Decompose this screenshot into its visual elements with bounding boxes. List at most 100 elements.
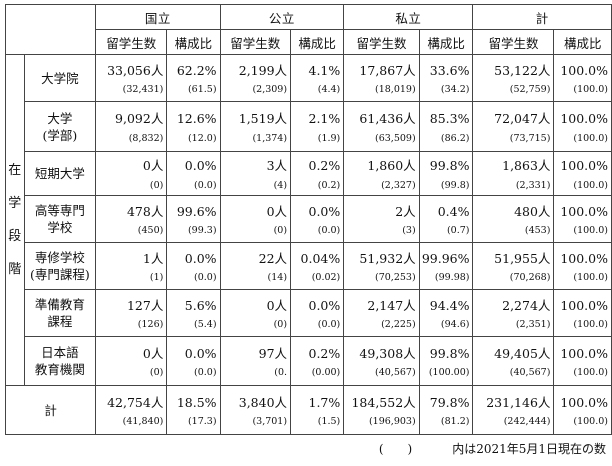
row-label-line: 教育機関 [34, 362, 85, 377]
row-label: 大学 (学部) [23, 101, 97, 152]
prev-student-count: (52,759) [509, 84, 551, 95]
ratio-cell: 0.04% (0.02) [290, 242, 345, 290]
prev-student-count: (32,431) [122, 84, 164, 95]
count-cell: 51,932人 (70,253) [343, 242, 420, 290]
composition-ratio: 99.8% [429, 345, 470, 361]
total-label: 計 [4, 385, 97, 435]
composition-ratio: 0.04% [300, 250, 341, 266]
count-cell: 3,840人 (3,701) [219, 385, 292, 435]
composition-ratio: 100.0% [560, 297, 608, 313]
ratio-cell: 99.8% (99.8) [418, 151, 474, 196]
ratio-cell: 100.0% (100.0) [553, 242, 612, 290]
prev-student-count: (63,509) [375, 132, 416, 144]
student-count: 480人 [514, 203, 551, 219]
count-cell: 2人 (3) [343, 195, 420, 243]
ratio-cell: 94.4% (94.6) [418, 289, 474, 337]
prev-composition-ratio: (0.0) [317, 225, 341, 236]
ratio-cell: 0.2% (0.00) [290, 336, 345, 386]
prev-student-count: (40,567) [509, 367, 551, 378]
composition-ratio: 100.0% [560, 111, 608, 126]
count-cell: 2,274人 (2,351) [472, 289, 555, 337]
count-cell: 33,056人 (32,431) [95, 54, 168, 102]
table-row: 専修学校 (専門課程) 1人 (1) 0.0% (0.0) 22人 (14) 0.04% (0.0… [6, 242, 612, 290]
composition-ratio: 0.2% [308, 345, 341, 361]
composition-ratio: 62.2% [176, 62, 217, 78]
prev-composition-ratio: (17.3) [187, 416, 217, 427]
count-cell: 22人 (14) [219, 242, 292, 290]
student-count: 2,199人 [238, 62, 288, 78]
stats-table-container: 国立 公立 私立 計 留学生数 構成比 留学生数 構成比 留学生数 構成比 留学… [4, 4, 612, 435]
ratio-cell: 2.1% (1.9) [290, 101, 345, 152]
student-count: 3,840人 [238, 394, 288, 410]
count-cell: 53,122人 (52,759) [472, 54, 555, 102]
prev-student-count: (2,309) [252, 84, 288, 95]
prev-student-count: (0) [273, 319, 288, 330]
student-count: 0人 [266, 297, 288, 313]
header-group-row: 国立 公立 私立 計 [4, 4, 612, 55]
count-cell: 42,754人 (41,840) [95, 385, 168, 435]
composition-ratio: 100.0% [560, 345, 608, 361]
header-subcolumn-row: 留学生数 構成比 留学生数 構成比 留学生数 構成比 留学生数 構成比 [6, 29, 612, 55]
footnote-text: 内は2021年5月1日現在の数 [452, 442, 606, 456]
prev-student-count: (3) [402, 225, 416, 236]
prev-student-count: (2,327) [381, 179, 416, 191]
prev-composition-ratio: (99.98) [434, 272, 470, 283]
count-cell: 231,146人 (242,444) [472, 385, 555, 435]
row-label-line: 高等専門 [34, 203, 85, 218]
ratio-cell: 62.2% (61.5) [166, 54, 221, 102]
count-cell: 127人 (126) [95, 289, 168, 337]
table-row: 準備教育 課程 127人 (126) 5.6% (5.4) 0人 (0) 0.0% (0.0) 2,… [6, 289, 612, 337]
composition-ratio: 5.6% [184, 297, 217, 313]
prev-composition-ratio: (100.0) [573, 367, 608, 378]
prev-student-count: (1) [149, 272, 164, 283]
ratio-cell: 100.0% (100.0) [553, 336, 612, 386]
count-cell: 1,860人 (2,327) [343, 151, 420, 196]
composition-ratio: 0.0% [308, 297, 341, 313]
student-count: 51,955人 [494, 250, 551, 266]
prev-composition-ratio: (100.0) [573, 319, 608, 330]
prev-student-count: (73,715) [509, 132, 551, 144]
prev-composition-ratio: (100.0) [573, 272, 608, 283]
prev-student-count: (2,225) [381, 319, 416, 330]
prev-composition-ratio: (0.00) [311, 367, 341, 378]
ratio-cell: 5.6% (5.4) [166, 289, 221, 337]
subheader-count: 留学生数 [472, 29, 555, 55]
student-count: 17,867人 [359, 62, 416, 78]
composition-ratio: 100.0% [560, 394, 608, 410]
prev-composition-ratio: (99.8) [440, 179, 470, 191]
count-cell: 480人 (453) [472, 195, 555, 243]
student-count: 49,308人 [359, 345, 416, 361]
international-students-table: 国立 公立 私立 計 留学生数 構成比 留学生数 構成比 留学生数 構成比 留学… [4, 4, 612, 435]
prev-student-count: (242,444) [503, 416, 551, 427]
prev-student-count: (40,567) [375, 367, 416, 378]
prev-student-count: (0) [149, 179, 164, 191]
row-label: 準備教育 課程 [23, 289, 97, 337]
row-label-line: 課程 [47, 314, 73, 329]
student-count: 2人 [395, 203, 416, 219]
table-row: 在学段階大学院 33,056人 (32,431) 62.2% (61.5) 2,199人(… [5, 54, 612, 386]
student-count: 2,274人 [502, 297, 551, 313]
count-cell: 0人 (0) [95, 151, 168, 196]
row-label-line: 準備教育 [34, 297, 85, 312]
count-cell: 0人 (0) [95, 336, 168, 386]
prev-composition-ratio: (61.5) [187, 84, 217, 95]
student-count: 1人 [142, 250, 164, 266]
row-label-line: 短期大学 [34, 166, 85, 181]
ratio-cell: 100.0% (100.0) [553, 101, 612, 152]
header-total: 計 [472, 4, 612, 30]
total-row: 計 42,754人 (41,840) 18.5% (17.3) 3,840人 (3,701)… [4, 385, 612, 435]
subheader-ratio: 構成比 [418, 29, 474, 55]
composition-ratio: 33.6% [429, 62, 470, 78]
student-count: 49,405人 [494, 345, 551, 361]
student-count: 22人 [258, 250, 288, 266]
count-cell: 184,552人 (196,903) [343, 385, 420, 435]
prev-composition-ratio: (0.0) [317, 319, 341, 330]
student-count: 51,932人 [359, 250, 416, 266]
student-count: 2,147人 [367, 297, 416, 313]
prev-student-count: (450) [137, 225, 164, 236]
prev-composition-ratio: (1.5) [317, 416, 341, 427]
prev-composition-ratio: (0.0) [194, 179, 217, 191]
subheader-count: 留学生数 [343, 29, 420, 55]
count-cell: 3人 (4) [219, 151, 292, 196]
student-count: 0人 [266, 203, 288, 219]
